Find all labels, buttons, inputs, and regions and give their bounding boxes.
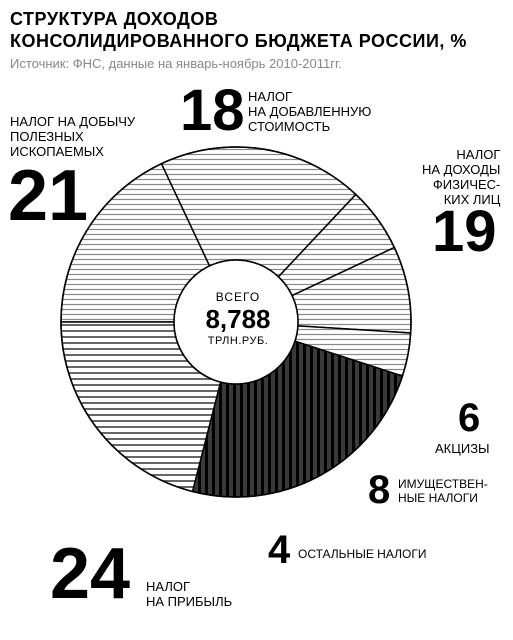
- center-label: ВСЕГО 8,788 ТРЛН.РУБ.: [198, 290, 278, 347]
- num-excise: 6: [458, 398, 480, 438]
- center-unit: ТРЛН.РУБ.: [198, 335, 278, 347]
- num-pit: 19: [432, 203, 497, 261]
- label-vat: НАЛОГНА ДОБАВЛЕННУЮСТОИМОСТЬ: [248, 90, 371, 135]
- source-text: Источник: ФНС, данные на январь-ноябрь 2…: [10, 56, 342, 71]
- label-pit: НАЛОГНА ДОХОДЫФИЗИЧЕС-КИХ ЛИЦ: [422, 148, 500, 208]
- num-prop: 8: [368, 470, 390, 510]
- num-vat: 18: [180, 82, 245, 140]
- num-profit: 24: [50, 538, 130, 610]
- label-profit: НАЛОГНА ПРИБЫЛЬ: [146, 580, 232, 610]
- num-mining: 21: [8, 160, 88, 232]
- label-mining: НАЛОГ НА ДОБЫЧУПОЛЕЗНЫХИСКОПАЕМЫХ: [10, 115, 135, 160]
- num-other: 4: [268, 530, 290, 570]
- label-excise: АКЦИЗЫ: [435, 442, 490, 457]
- label-other: ОСТАЛЬНЫЕ НАЛОГИ: [298, 548, 426, 562]
- title-line-1: СТРУКТУРА ДОХОДОВ: [10, 8, 218, 30]
- center-value: 8,788: [198, 304, 278, 335]
- title-line-2: КОНСОЛИДИРОВАННОГО БЮДЖЕТА РОССИИ, %: [10, 30, 467, 52]
- label-prop: ИМУЩЕСТВЕН-НЫЕ НАЛОГИ: [398, 478, 488, 506]
- center-top: ВСЕГО: [198, 290, 278, 304]
